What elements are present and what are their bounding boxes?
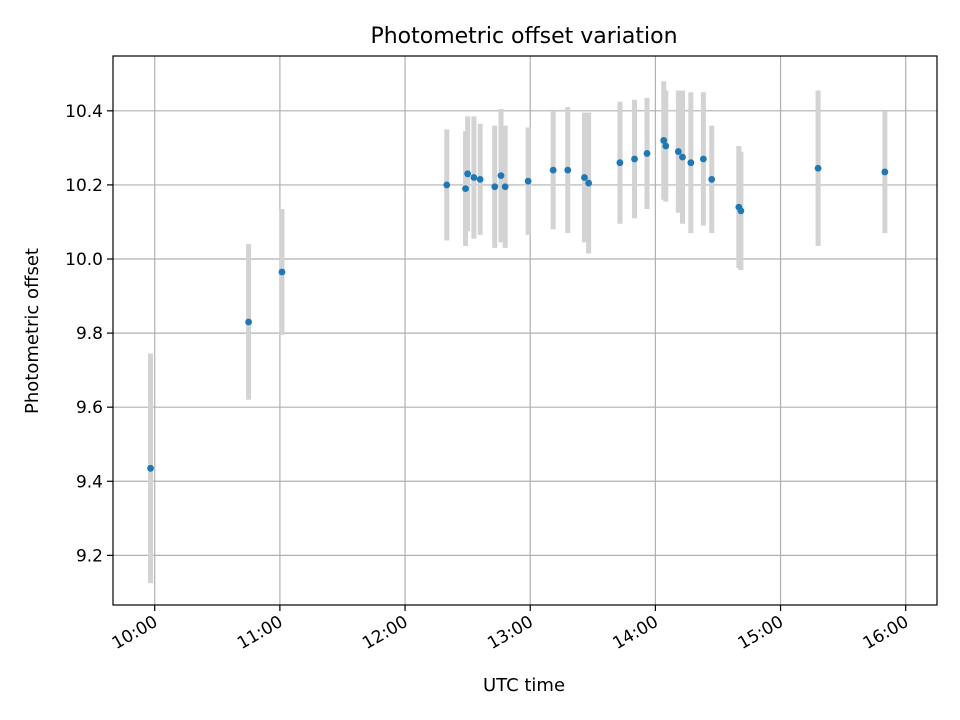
- x-tick-label: 11:00: [234, 612, 286, 654]
- y-tick-label: 9.8: [76, 324, 103, 344]
- error-bars: [148, 81, 888, 584]
- data-point: [462, 185, 469, 193]
- data-point: [585, 179, 593, 187]
- x-axis-ticks: 10:00 11:00 12:00 13:00 14:00 15:00 16:00: [109, 605, 912, 654]
- y-axis-label: Photometric offset: [22, 248, 43, 414]
- data-point: [881, 168, 889, 176]
- plot-frame: [112, 55, 938, 606]
- data-point: [147, 464, 154, 472]
- y-tick-label: 10.2: [65, 176, 103, 196]
- data-point: [501, 183, 509, 191]
- y-tick-label: 10.4: [65, 102, 103, 122]
- x-tick-label: 14:00: [609, 612, 661, 654]
- data-point: [814, 164, 822, 172]
- grid: [113, 56, 937, 605]
- data-point: [737, 207, 745, 215]
- x-tick-label: 13:00: [484, 612, 536, 654]
- data-point: [497, 172, 505, 180]
- data-point: [564, 166, 572, 174]
- y-tick-label: 9.4: [76, 472, 103, 492]
- data-point: [245, 318, 252, 326]
- data-point: [662, 142, 670, 150]
- data-point: [491, 183, 499, 191]
- data-point: [581, 174, 588, 181]
- data-point: [524, 177, 532, 185]
- data-point: [464, 170, 472, 178]
- data-point: [679, 153, 686, 161]
- x-tick-label: 16:00: [860, 612, 912, 654]
- x-axis-label: UTC time: [483, 675, 565, 696]
- data-point: [616, 159, 624, 167]
- y-axis-ticks: 9.2 9.4 9.6 9.8 10.0 10.2 10.4: [65, 102, 113, 566]
- data-point: [699, 155, 707, 163]
- data-point: [476, 175, 484, 183]
- data-point: [549, 166, 557, 174]
- data-point: [443, 181, 451, 189]
- data-point: [708, 175, 716, 183]
- data-point: [674, 148, 682, 155]
- data-points: [147, 137, 889, 472]
- y-tick-label: 9.6: [76, 398, 103, 418]
- data-point: [631, 155, 638, 163]
- x-tick-label: 10:00: [109, 612, 161, 654]
- x-tick-label: 15:00: [735, 612, 787, 654]
- data-point: [643, 150, 651, 157]
- data-point: [687, 159, 695, 167]
- data-point: [278, 268, 286, 276]
- data-point: [660, 137, 668, 144]
- chart-title: Photometric offset variation: [370, 24, 677, 49]
- data-point: [470, 174, 478, 181]
- y-tick-label: 10.0: [65, 250, 103, 270]
- x-tick-label: 12:00: [359, 612, 411, 654]
- y-tick-label: 9.2: [76, 546, 103, 566]
